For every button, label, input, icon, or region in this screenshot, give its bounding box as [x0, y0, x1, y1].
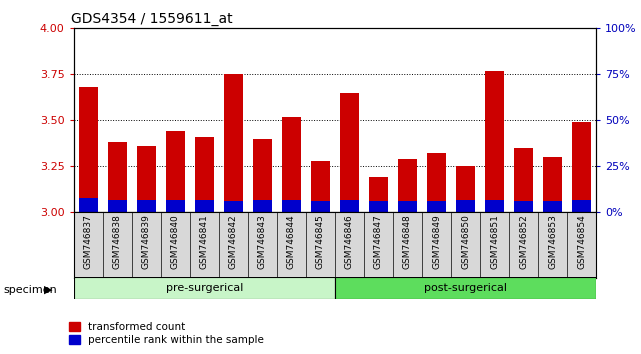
Bar — [311, 161, 330, 212]
Text: GSM746853: GSM746853 — [548, 215, 557, 269]
Bar — [456, 166, 475, 212]
Text: GSM746842: GSM746842 — [229, 215, 238, 269]
Bar — [485, 71, 504, 212]
Text: GSM746852: GSM746852 — [519, 215, 528, 269]
Text: ▶: ▶ — [44, 285, 52, 295]
Text: GSM746841: GSM746841 — [200, 215, 209, 269]
Bar — [572, 122, 591, 212]
Bar — [195, 200, 213, 212]
Bar — [195, 137, 213, 212]
Bar — [166, 131, 185, 212]
Bar — [543, 201, 562, 212]
Legend: transformed count, percentile rank within the sample: transformed count, percentile rank withi… — [69, 322, 264, 345]
Bar — [369, 177, 388, 212]
Bar — [253, 139, 272, 212]
Bar — [427, 154, 446, 212]
Bar — [79, 198, 97, 212]
Text: GSM746854: GSM746854 — [577, 215, 586, 269]
Text: GSM746849: GSM746849 — [432, 215, 441, 269]
Text: GSM746851: GSM746851 — [490, 215, 499, 269]
Bar — [311, 201, 330, 212]
Bar — [335, 277, 596, 299]
Bar — [224, 74, 243, 212]
Text: GSM746850: GSM746850 — [461, 215, 470, 269]
Bar — [166, 200, 185, 212]
Bar — [572, 200, 591, 212]
Text: GSM746840: GSM746840 — [171, 215, 179, 269]
Text: GSM746843: GSM746843 — [258, 215, 267, 269]
Bar — [485, 200, 504, 212]
Bar — [137, 146, 156, 212]
Bar — [282, 200, 301, 212]
Bar — [108, 200, 127, 212]
Bar — [369, 201, 388, 212]
Text: GSM746845: GSM746845 — [316, 215, 325, 269]
Bar — [427, 201, 446, 212]
Text: GSM746837: GSM746837 — [84, 215, 93, 269]
Text: GSM746847: GSM746847 — [374, 215, 383, 269]
Bar — [79, 87, 97, 212]
Text: GDS4354 / 1559611_at: GDS4354 / 1559611_at — [71, 12, 233, 26]
Text: GSM746848: GSM746848 — [403, 215, 412, 269]
Bar — [456, 200, 475, 212]
Bar — [74, 277, 335, 299]
Bar — [282, 117, 301, 212]
Text: GSM746844: GSM746844 — [287, 215, 296, 269]
Bar — [543, 157, 562, 212]
Bar — [514, 148, 533, 212]
Text: post-surgerical: post-surgerical — [424, 283, 507, 293]
Bar — [224, 201, 243, 212]
Text: GSM746839: GSM746839 — [142, 215, 151, 269]
Bar — [398, 201, 417, 212]
Bar — [340, 93, 359, 212]
Text: GSM746846: GSM746846 — [345, 215, 354, 269]
Bar — [340, 200, 359, 212]
Bar — [253, 200, 272, 212]
Text: specimen: specimen — [3, 285, 57, 295]
Bar — [137, 200, 156, 212]
Bar — [398, 159, 417, 212]
Text: GSM746838: GSM746838 — [113, 215, 122, 269]
Bar — [514, 201, 533, 212]
Text: pre-surgerical: pre-surgerical — [165, 283, 243, 293]
Bar — [108, 142, 127, 212]
